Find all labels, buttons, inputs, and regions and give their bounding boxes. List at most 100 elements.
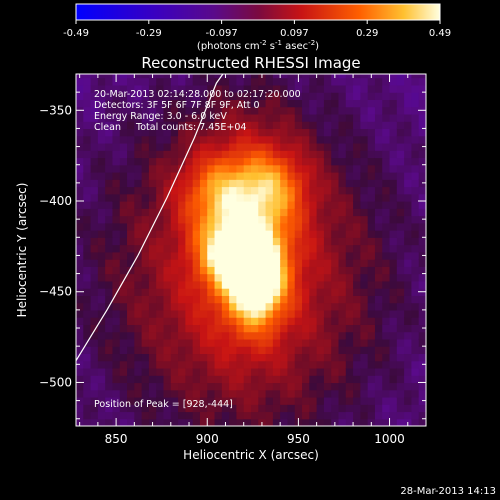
- heatmap-cell: [396, 273, 405, 282]
- heatmap-cell: [272, 353, 281, 362]
- heatmap-cell: [323, 266, 332, 275]
- heatmap-cell: [367, 121, 376, 130]
- heatmap-cell: [396, 288, 405, 296]
- heatmap-cell: [411, 142, 420, 151]
- heatmap-cell: [199, 360, 208, 369]
- heatmap-cell: [309, 74, 318, 79]
- heatmap-cell: [207, 84, 216, 93]
- heatmap-cell: [148, 237, 157, 246]
- heatmap-cell: [243, 389, 252, 398]
- heatmap-cell: [105, 244, 114, 253]
- heatmap-cell: [148, 396, 157, 405]
- heatmap-cell: [316, 142, 325, 151]
- heatmap-cell: [236, 288, 245, 296]
- heatmap-cell: [338, 77, 347, 86]
- heatmap-cell: [258, 150, 267, 159]
- heatmap-cell: [382, 396, 391, 405]
- heatmap-cell: [221, 317, 230, 325]
- heatmap-cell: [280, 77, 289, 86]
- heatmap-cell: [170, 389, 179, 398]
- heatmap-cell: [207, 193, 216, 202]
- heatmap-cell: [134, 324, 143, 333]
- heatmap-cell: [229, 164, 238, 173]
- heatmap-cell: [418, 92, 426, 100]
- heatmap-cell: [331, 375, 340, 384]
- heatmap-cell: [345, 338, 354, 347]
- heatmap-cell: [207, 295, 216, 304]
- heatmap-cell: [280, 121, 289, 130]
- heatmap-cell: [236, 186, 245, 195]
- heatmap-cell: [90, 244, 99, 253]
- heatmap-cell: [156, 309, 165, 318]
- heatmap-cell: [338, 106, 347, 115]
- heatmap-cell: [105, 375, 114, 384]
- heatmap-cell: [382, 317, 391, 325]
- heatmap-cell: [258, 353, 267, 362]
- heatmap-cell: [83, 309, 92, 318]
- heatmap-cell: [105, 346, 114, 355]
- heatmap-cell: [214, 171, 223, 180]
- heatmap-cell: [389, 288, 398, 296]
- heatmap-cell: [316, 150, 325, 159]
- heatmap-cell: [83, 396, 92, 405]
- heatmap-cell: [280, 106, 289, 115]
- heatmap-cell: [360, 396, 369, 405]
- heatmap-cell: [199, 164, 208, 173]
- heatmap-cell: [141, 171, 150, 180]
- heatmap-cell: [382, 179, 391, 188]
- heatmap-cell: [141, 74, 150, 79]
- heatmap-cell: [127, 84, 135, 93]
- heatmap-cell: [272, 367, 281, 376]
- heatmap-cell: [309, 179, 318, 188]
- heatmap-cell: [353, 346, 361, 355]
- heatmap-cell: [353, 244, 361, 253]
- heatmap-cell: [302, 193, 310, 202]
- heatmap-cell: [338, 317, 347, 325]
- heatmap-cell: [127, 375, 135, 384]
- heatmap-cell: [251, 353, 259, 362]
- heatmap-cell: [170, 99, 179, 108]
- heatmap-image: [76, 74, 426, 426]
- heatmap-cell: [178, 121, 186, 130]
- heatmap-cell: [302, 295, 310, 304]
- heatmap-cell: [389, 186, 398, 195]
- heatmap-cell: [382, 84, 391, 93]
- heatmap-cell: [199, 128, 208, 137]
- heatmap-cell: [265, 99, 274, 108]
- heatmap-cell: [251, 171, 259, 180]
- heatmap-cell: [360, 128, 369, 137]
- heatmap-cell: [156, 295, 165, 304]
- heatmap-cell: [229, 222, 238, 231]
- heatmap-cell: [236, 142, 245, 151]
- heatmap-cell: [119, 396, 128, 405]
- heatmap-cell: [185, 288, 194, 296]
- heatmap-cell: [76, 331, 84, 340]
- heatmap-cell: [243, 324, 252, 333]
- heatmap-cell: [141, 288, 150, 296]
- heatmap-cell: [294, 179, 303, 188]
- heatmap-cell: [309, 273, 318, 282]
- heatmap-cell: [396, 215, 405, 224]
- heatmap-cell: [243, 99, 252, 108]
- heatmap-cell: [367, 164, 376, 173]
- heatmap-cell: [396, 157, 405, 166]
- heatmap-cell: [404, 259, 413, 267]
- heatmap-cell: [90, 382, 99, 391]
- heatmap-cell: [353, 215, 361, 224]
- heatmap-cell: [280, 215, 289, 224]
- heatmap-cell: [374, 128, 383, 137]
- heatmap-cell: [97, 193, 106, 202]
- heatmap-cell: [382, 302, 391, 311]
- heatmap-cell: [338, 157, 347, 166]
- heatmap-cell: [214, 157, 223, 166]
- axis-ticks: [76, 73, 427, 426]
- x-tick-label: 850: [105, 432, 128, 446]
- heatmap-cell: [119, 222, 128, 231]
- heatmap-cell: [272, 113, 281, 122]
- heatmap-cell: [367, 171, 376, 180]
- heatmap-cell: [345, 142, 354, 151]
- heatmap-cell: [396, 142, 405, 151]
- heatmap-cell: [83, 302, 92, 311]
- heatmap-cell: [76, 237, 84, 246]
- heatmap-cell: [83, 157, 92, 166]
